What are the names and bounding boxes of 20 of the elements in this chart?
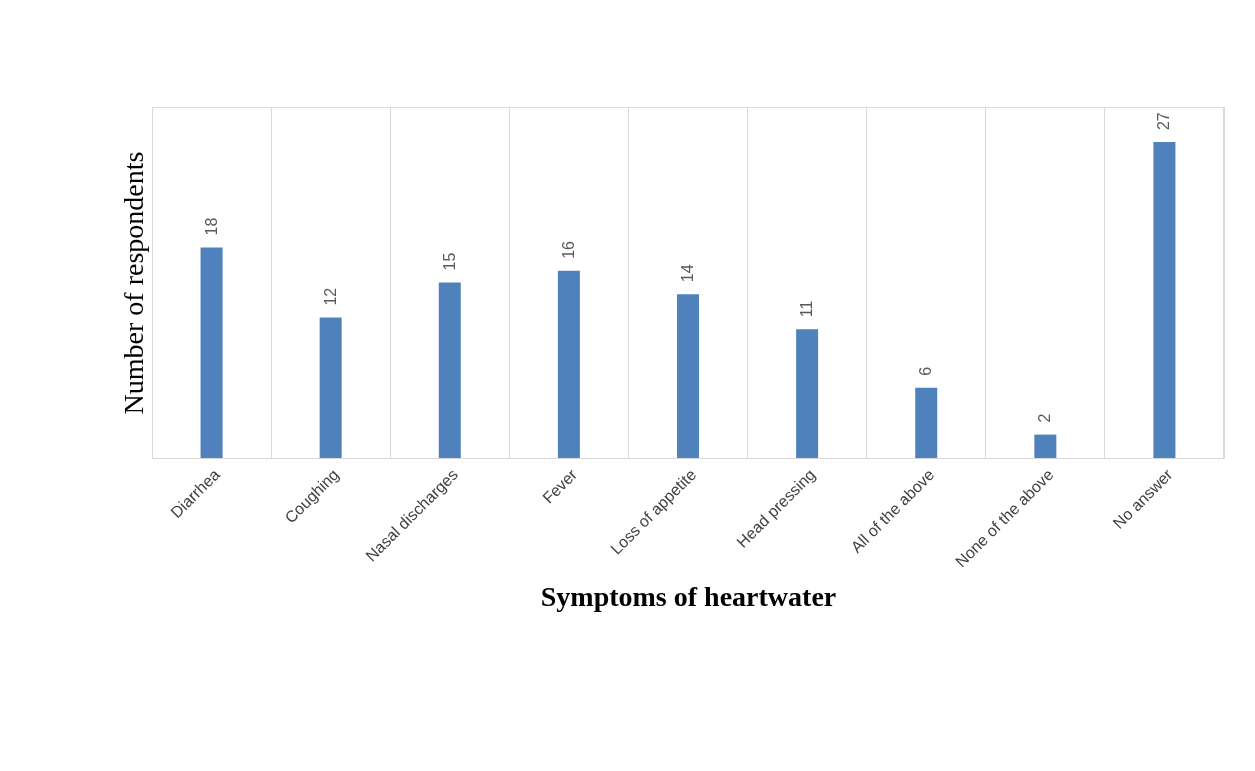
- bar: [1153, 142, 1176, 458]
- y-axis-title: Number of respondents: [117, 151, 149, 415]
- bar: [200, 247, 223, 458]
- data-label: 2: [1036, 413, 1054, 423]
- data-label: 11: [798, 300, 816, 318]
- data-label: 18: [202, 217, 220, 236]
- bar: [319, 317, 342, 458]
- data-label: 15: [440, 252, 458, 271]
- bar: [438, 282, 461, 458]
- data-label: 6: [917, 366, 935, 376]
- bar: [677, 294, 699, 458]
- data-label: 16: [559, 240, 577, 259]
- bar: [557, 270, 580, 458]
- bar: [1034, 434, 1057, 458]
- x-axis-title: Symptoms of heartwater: [540, 581, 837, 613]
- bar: [915, 387, 938, 458]
- data-label: 27: [1155, 112, 1173, 131]
- data-label: 14: [679, 264, 696, 283]
- bar: [796, 329, 819, 458]
- data-label: 12: [321, 287, 339, 306]
